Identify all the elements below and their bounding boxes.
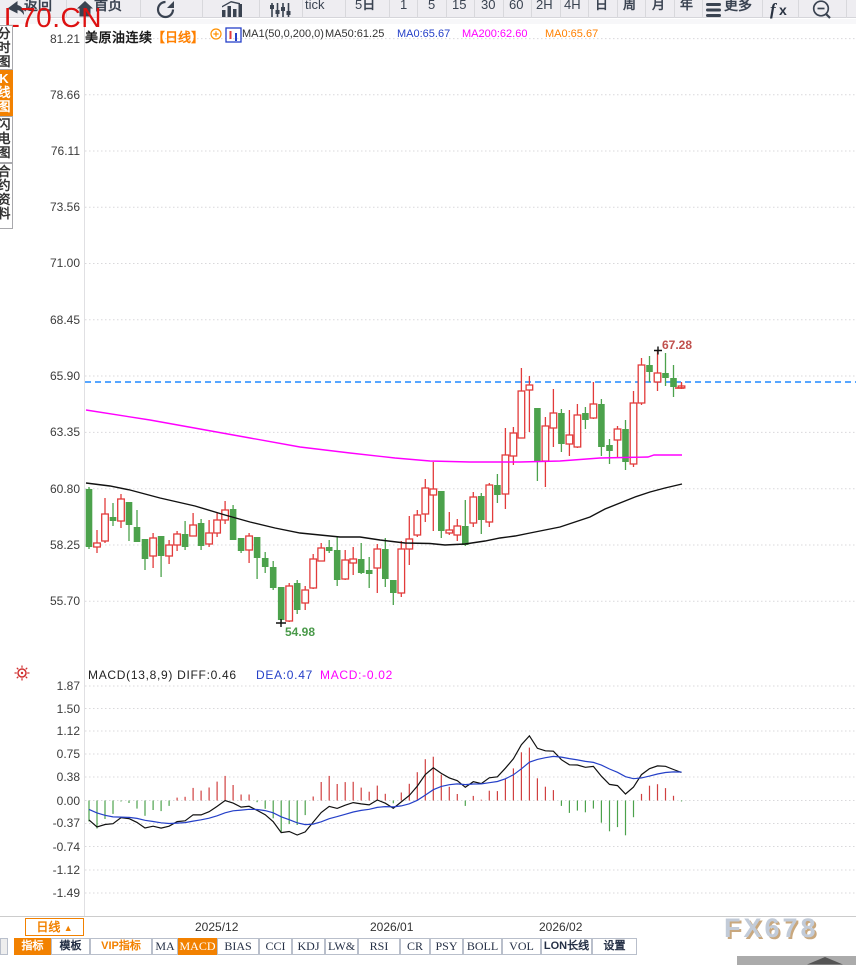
svg-text:67.28: 67.28 xyxy=(662,338,692,352)
svg-text:f: f xyxy=(770,0,778,19)
svg-text:54.98: 54.98 xyxy=(285,625,315,639)
svg-text:x: x xyxy=(779,2,787,18)
